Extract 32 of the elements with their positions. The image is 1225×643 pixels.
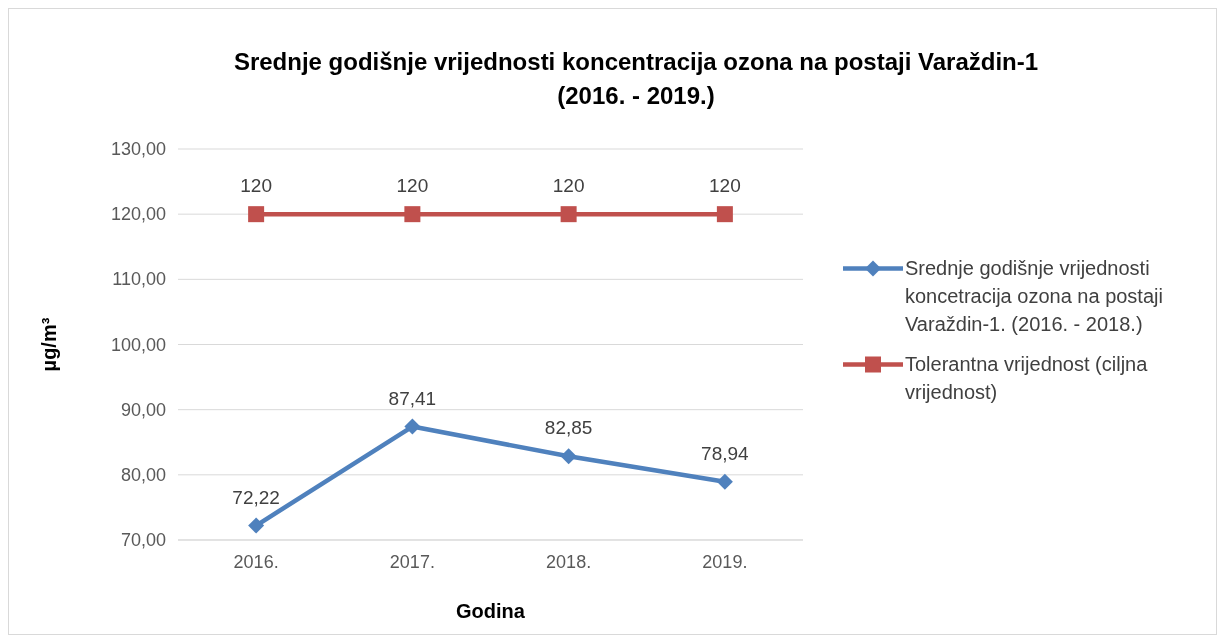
data-label: 82,85 [544, 417, 593, 439]
y-tick-label: 120,00 [110, 204, 166, 225]
data-label: 87,41 [388, 387, 437, 409]
point [248, 517, 265, 534]
point [716, 206, 733, 223]
data-label: 120 [240, 175, 272, 197]
y-tick-label: 130,00 [110, 139, 166, 159]
data-label: 120 [552, 175, 585, 197]
x-tick-label: 2016. [233, 552, 279, 572]
point [560, 448, 577, 465]
x-tick-label: 2019. [702, 552, 748, 572]
data-label: 78,94 [701, 442, 750, 464]
point [248, 206, 265, 223]
chart-title: Srednje godišnje vrijednosti koncentracija ozona na postaji Varaždin-1 (2016. - 2019.) [233, 48, 1039, 109]
y-tick-label: 80,00 [120, 464, 166, 485]
x-tick-label: 2017. [389, 552, 435, 572]
point [404, 418, 421, 435]
x-axis-title: Godina [456, 600, 526, 622]
legend-label: Srednje godišnje vrijednosti koncetracija ozona na postaji Varaždin-1. (2016. - 2018.) [905, 256, 1163, 335]
point [716, 473, 733, 490]
y-tick-label: 100,00 [110, 334, 166, 355]
y-tick-label: 70,00 [120, 530, 166, 550]
point [560, 206, 577, 223]
legend-label: Tolerantna vrijednost (ciljna vrijednost) [905, 352, 1149, 403]
y-tick-label: 110,00 [112, 269, 166, 290]
x-tick-label: 2018. [546, 552, 592, 572]
y-tick-label: 90,00 [120, 399, 166, 420]
data-label: 120 [709, 175, 741, 197]
data-label: 72,22 [232, 486, 280, 508]
point [404, 206, 421, 223]
y-axis-title: µg/m³ [38, 317, 60, 372]
data-label: 120 [396, 175, 429, 197]
